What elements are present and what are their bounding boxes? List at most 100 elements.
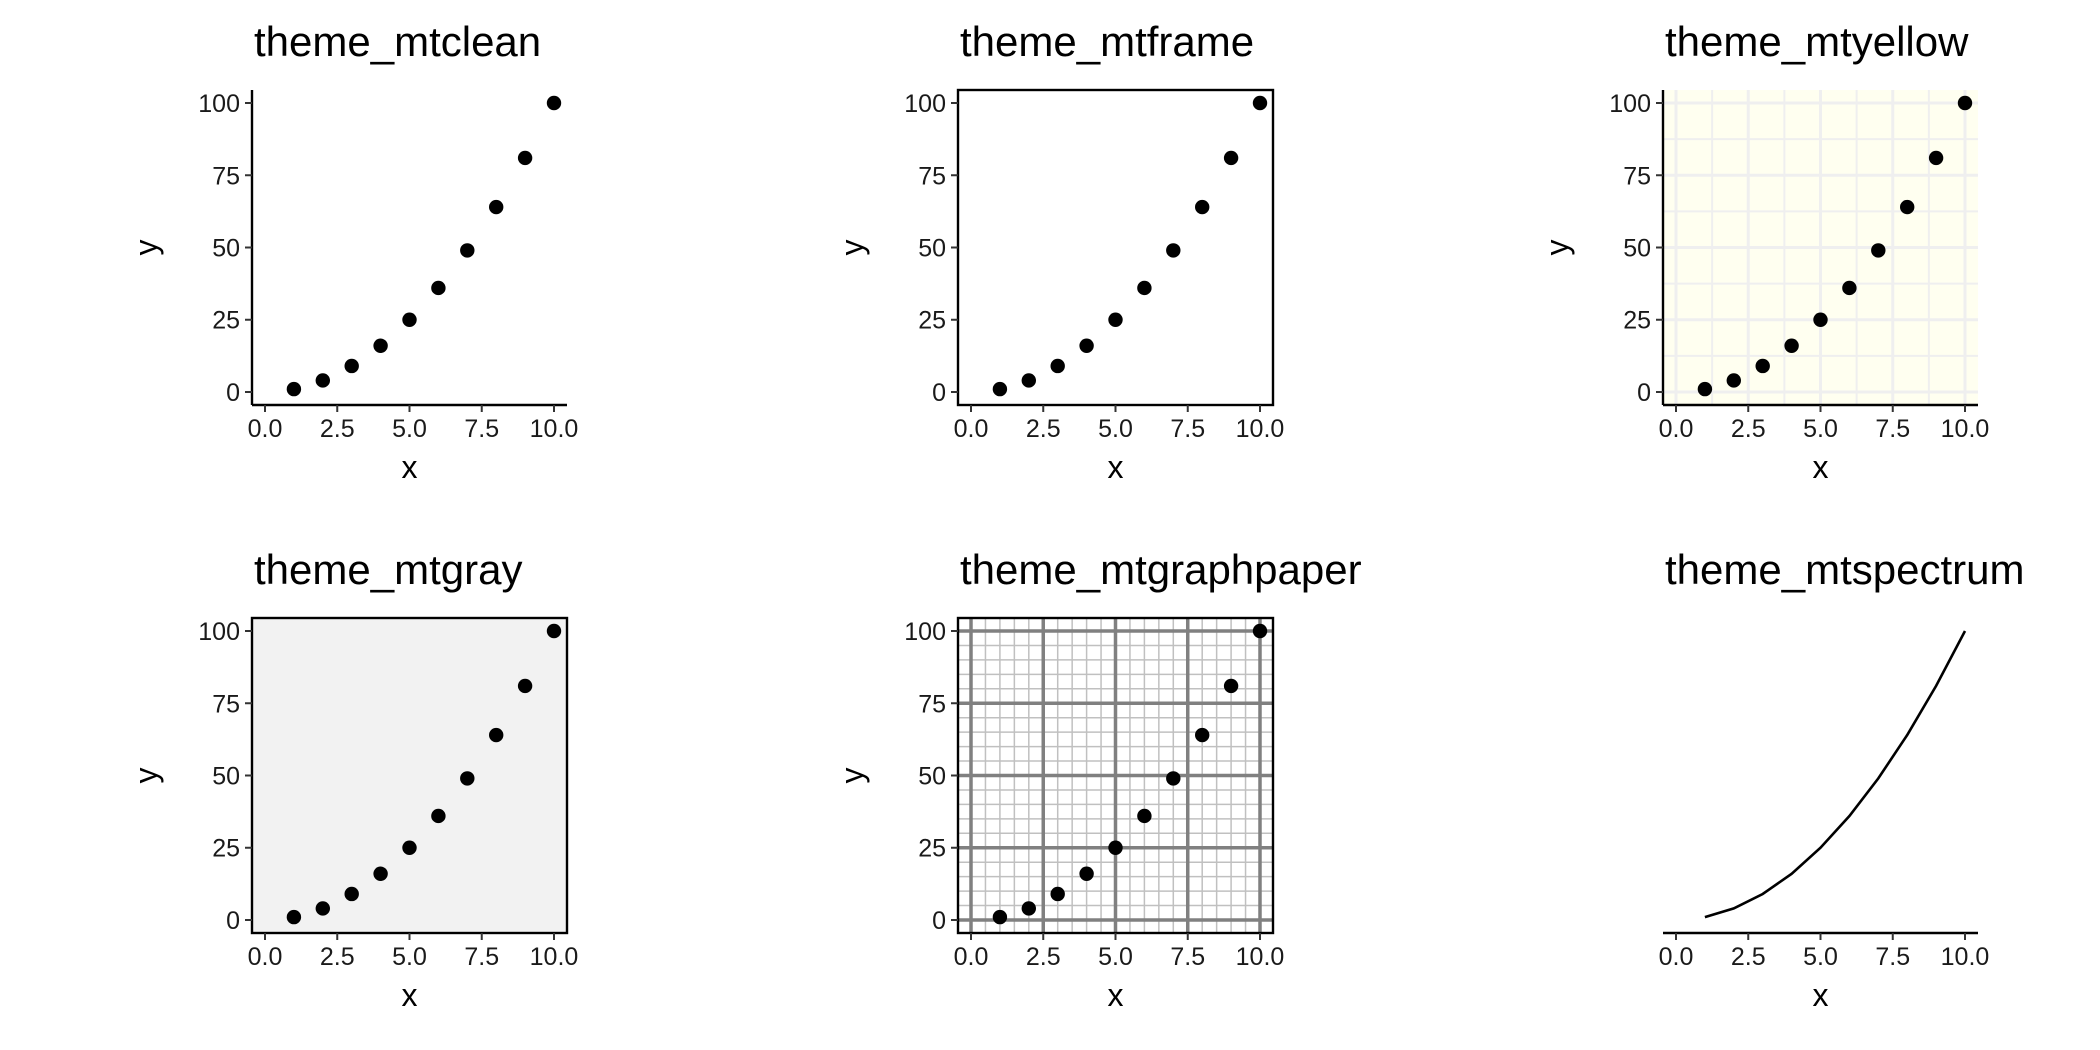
y-tick-label: 100 <box>198 90 240 118</box>
data-point <box>1166 771 1181 786</box>
x-tick-label: 10.0 <box>1941 943 1990 971</box>
series-line <box>1704 630 1967 919</box>
x-tick-label: 0.0 <box>954 415 989 443</box>
data-point <box>1137 808 1152 824</box>
y-tick-label: 0 <box>1637 379 1651 407</box>
y-tick-label: 0 <box>226 907 240 935</box>
data-point <box>1252 623 1268 639</box>
grid-lines <box>958 618 1273 933</box>
chart-panel-2: 0.0 2.5 5.0 7.5 10.0 0 25 50 75 100 theme_mtyellow… <box>1539 18 1989 485</box>
x-tick-label: 7.5 <box>1875 943 1910 971</box>
x-tick-label: 7.5 <box>1875 415 1910 443</box>
data-point <box>1021 373 1037 388</box>
data-point <box>1871 243 1886 258</box>
y-tick-label: 100 <box>198 618 240 646</box>
data-point <box>1050 358 1065 374</box>
x-tick-label: 10.0 <box>530 415 579 443</box>
y-tick-label: 100 <box>1609 90 1651 118</box>
data-point <box>460 771 475 786</box>
grid-lines <box>1663 90 1978 405</box>
y-tick-label: 75 <box>1623 162 1651 190</box>
y-tick-label: 0 <box>932 907 946 935</box>
y-axis-title: y <box>128 768 164 784</box>
y-tick-label: 25 <box>918 835 946 863</box>
data-point <box>1755 358 1770 374</box>
x-tick-label: 10.0 <box>1236 415 1285 443</box>
data-point <box>1108 840 1123 855</box>
y-tick-label: 75 <box>212 690 240 718</box>
y-axis-title: y <box>834 240 870 256</box>
y-tick-label: 25 <box>918 307 946 335</box>
x-tick-label: 7.5 <box>1170 415 1205 443</box>
data-point <box>1137 280 1152 296</box>
x-tick-label: 7.5 <box>464 415 499 443</box>
x-tick-label: 7.5 <box>1170 943 1205 971</box>
chart-panel-0: 0.0 2.5 5.0 7.5 10.0 0 25 50 75 100 theme_mtcleanx… <box>128 18 578 485</box>
data-point <box>344 358 359 374</box>
x-tick-label: 2.5 <box>1026 943 1061 971</box>
data-point <box>1166 243 1181 258</box>
y-tick-label: 25 <box>212 307 240 335</box>
panel-title: theme_mtgray <box>254 546 522 593</box>
x-tick-label: 10.0 <box>1236 943 1285 971</box>
data-point <box>1726 373 1742 388</box>
x-tick-label: 5.0 <box>1803 415 1838 443</box>
panel-title: theme_mtclean <box>254 18 541 65</box>
data-point <box>992 381 1008 397</box>
y-tick-label: 0 <box>932 379 946 407</box>
x-tick-label: 5.0 <box>1098 415 1133 443</box>
x-tick-label: 5.0 <box>1803 943 1838 971</box>
x-tick-label: 10.0 <box>1941 415 1990 443</box>
y-tick-label: 50 <box>918 235 946 263</box>
data-point <box>1223 150 1239 166</box>
data-point <box>488 727 504 743</box>
chart-panel-4: 0.0 2.5 5.0 7.5 10.0 0 25 50 75 100 theme_mtgraphp… <box>834 546 1362 1013</box>
data-point <box>1899 199 1915 215</box>
data-point <box>517 678 533 694</box>
data-point <box>402 840 417 855</box>
x-tick-label: 5.0 <box>1098 943 1133 971</box>
x-axis-title: x <box>1813 449 1829 485</box>
x-tick-label: 2.5 <box>1026 415 1061 443</box>
y-tick-label: 100 <box>904 618 946 646</box>
data-point <box>344 886 359 902</box>
x-tick-label: 10.0 <box>530 943 579 971</box>
x-axis-title: x <box>1108 449 1124 485</box>
data-point <box>1784 338 1799 353</box>
y-tick-label: 75 <box>918 162 946 190</box>
x-axis-title: x <box>402 977 418 1013</box>
data-point <box>402 312 417 327</box>
data-point <box>517 150 533 166</box>
x-tick-label: 0.0 <box>954 943 989 971</box>
y-tick-label: 25 <box>212 835 240 863</box>
x-tick-label: 2.5 <box>320 415 355 443</box>
data-point <box>315 901 331 916</box>
data-point <box>1928 150 1944 166</box>
data-point <box>431 280 446 296</box>
data-point <box>1813 312 1828 327</box>
x-tick-label: 0.0 <box>1659 415 1694 443</box>
x-tick-label: 5.0 <box>392 943 427 971</box>
data-point <box>1957 95 1973 111</box>
panel-title: theme_mtgraphpaper <box>960 546 1362 593</box>
data-point <box>1842 280 1857 296</box>
data-point <box>1021 901 1037 916</box>
data-point <box>1194 727 1210 743</box>
data-point <box>992 909 1008 925</box>
data-point <box>1079 866 1094 881</box>
data-point <box>373 338 388 353</box>
data-point <box>1108 312 1123 327</box>
y-tick-label: 50 <box>918 763 946 791</box>
y-tick-label: 100 <box>904 90 946 118</box>
y-tick-label: 50 <box>212 235 240 263</box>
data-point <box>373 866 388 881</box>
x-tick-label: 2.5 <box>1731 943 1766 971</box>
panel-title: theme_mtyellow <box>1665 18 1969 65</box>
data-point <box>1697 381 1713 397</box>
data-point <box>460 243 475 258</box>
y-axis-title: y <box>834 768 870 784</box>
x-tick-label: 0.0 <box>248 415 283 443</box>
